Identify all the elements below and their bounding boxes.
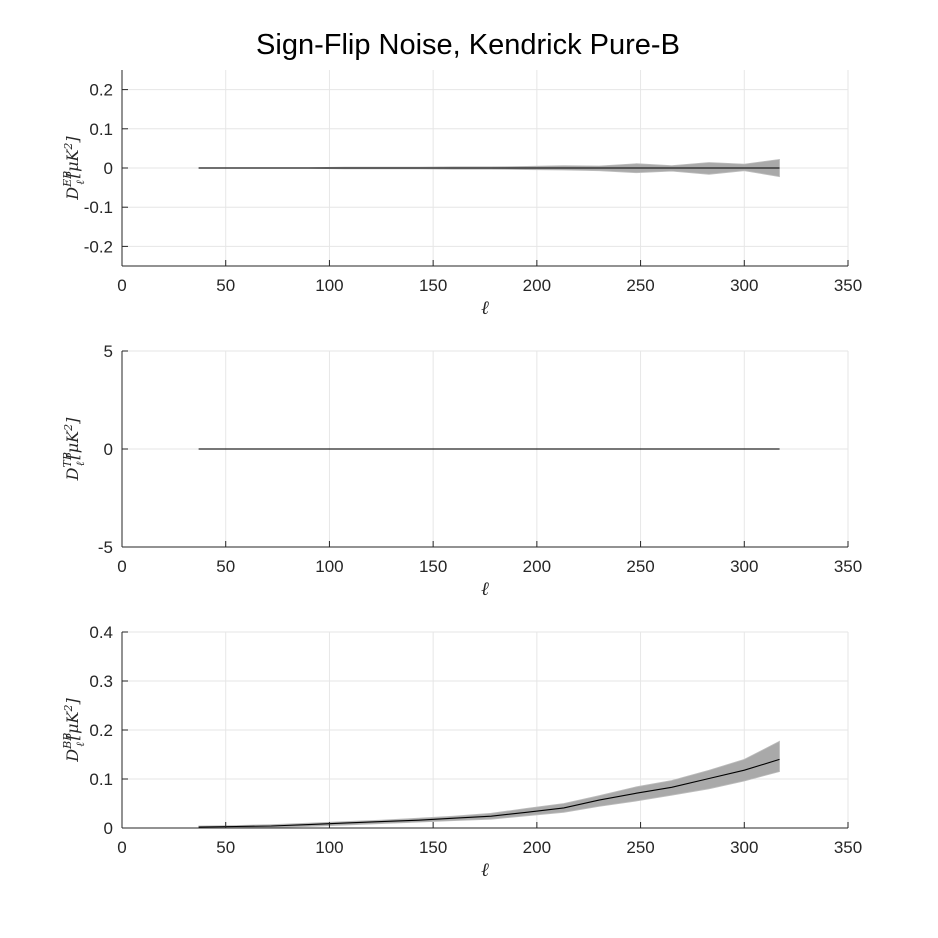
bb-x-tick-label: 0 (117, 838, 126, 857)
bb-x-tick-label: 150 (419, 838, 447, 857)
eb-x-tick-label: 100 (315, 276, 343, 295)
tb-x-tick-label: 150 (419, 557, 447, 576)
bb-y-tick-label: 0.2 (89, 721, 113, 740)
tb-x-tick-label: 50 (216, 557, 235, 576)
bb-mean-line (198, 758, 780, 828)
panel-bb: 0 50 100 150 200 250 300 350 0.4 0.3 0.2 0.1 0 ℓ DBBℓ[… (61, 623, 862, 881)
eb-y-tick-label: 0.1 (89, 120, 113, 139)
tb-y-axis-label: DTBℓ[μK2] (61, 417, 87, 481)
bb-x-tick-label: 300 (730, 838, 758, 857)
bb-y-axis-label: DBBℓ[μK2] (61, 698, 87, 763)
bb-y-tick-label: 0.1 (89, 770, 113, 789)
tb-x-tick-label: 300 (730, 557, 758, 576)
eb-x-tick-label: 250 (626, 276, 654, 295)
bb-x-tick-label: 250 (626, 838, 654, 857)
eb-x-tick-label: 50 (216, 276, 235, 295)
tb-y-tick-label: 0 (104, 440, 113, 459)
tb-x-tick-label: 100 (315, 557, 343, 576)
tb-x-tick-label: 0 (117, 557, 126, 576)
eb-y-tick-label: 0 (104, 159, 113, 178)
eb-x-tick-label: 300 (730, 276, 758, 295)
eb-x-tick-label: 350 (834, 276, 862, 295)
bb-simulation-band (198, 740, 780, 829)
tb-y-tick-label: 5 (104, 342, 113, 361)
bb-x-tick-label: 50 (216, 838, 235, 857)
eb-x-tick-label: 0 (117, 276, 126, 295)
eb-y-axis-label: DEBℓ[μK2] (61, 136, 87, 201)
figure-title: Sign-Flip Noise, Kendrick Pure-B (256, 29, 680, 61)
bb-y-tick-label: 0 (104, 819, 113, 838)
bb-y-tick-label: 0.4 (89, 623, 113, 642)
bb-y-tick-label: 0.3 (89, 672, 113, 691)
tb-x-axis-label: ℓ (481, 578, 489, 600)
eb-y-tick-label: -0.1 (84, 198, 113, 217)
eb-y-tick-label: -0.2 (84, 237, 113, 256)
eb-y-tick-label: 0.2 (89, 81, 113, 100)
bb-x-tick-label: 350 (834, 838, 862, 857)
panel-eb: 0 50 100 150 200 250 300 350 0.2 0.1 0 -0.1 -0.2 ℓ DEB… (61, 70, 862, 319)
eb-x-tick-label: 200 (523, 276, 551, 295)
bb-x-axis-label: ℓ (481, 859, 489, 881)
tb-x-tick-label: 200 (523, 557, 551, 576)
bb-x-tick-label: 200 (523, 838, 551, 857)
eb-x-tick-label: 150 (419, 276, 447, 295)
tb-x-tick-label: 350 (834, 557, 862, 576)
bb-x-tick-label: 100 (315, 838, 343, 857)
tb-y-tick-label: -5 (98, 538, 113, 557)
tb-x-tick-label: 250 (626, 557, 654, 576)
eb-x-axis-label: ℓ (481, 297, 489, 319)
